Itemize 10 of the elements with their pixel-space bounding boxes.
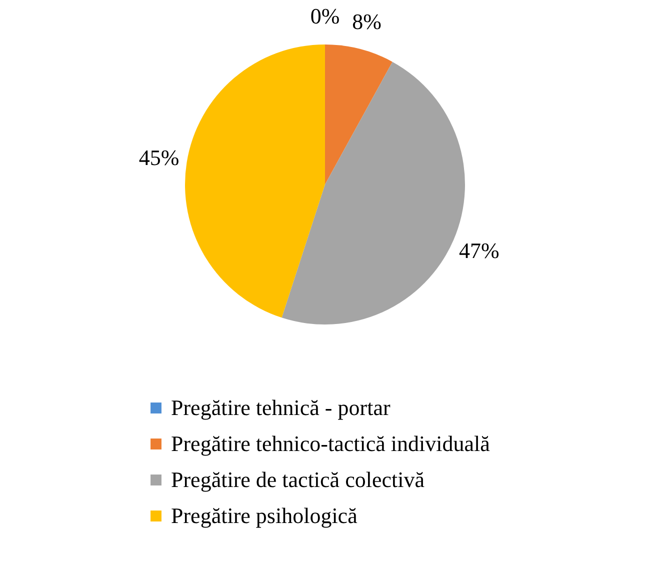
data-label: 45% xyxy=(138,145,180,170)
legend-label: Pregătire tehnică - portar xyxy=(171,395,391,420)
legend-label: Pregătire psihologică xyxy=(171,503,358,528)
data-label: 8% xyxy=(352,8,382,34)
pie-slice xyxy=(325,44,392,184)
text: 0% xyxy=(310,4,340,28)
legend-label: Pregătire tehnico-tactică individuală xyxy=(171,431,490,456)
pie-slice xyxy=(185,44,325,318)
legend-label: Pregătire de tactică colectivă xyxy=(171,467,425,492)
data-label: 47% xyxy=(459,238,500,264)
